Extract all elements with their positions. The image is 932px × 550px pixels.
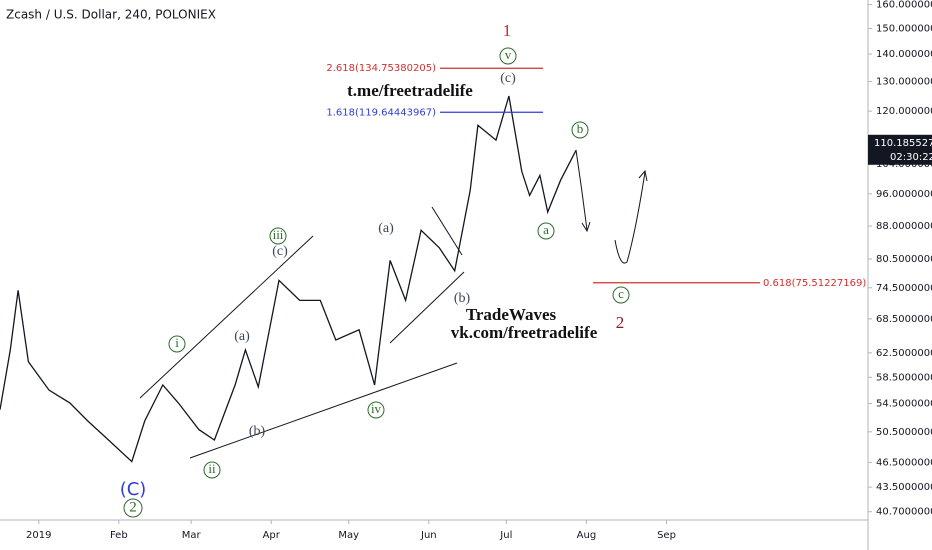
- y-tick-label: 68.50000000: [876, 314, 932, 325]
- fib-label: 1.618(119.64443967): [326, 107, 436, 118]
- trend-line: [189, 362, 458, 459]
- price-label: 110.18552785: [874, 138, 932, 149]
- brand: t.me/freetradelife: [347, 81, 473, 100]
- x-tick-label: Feb: [110, 530, 128, 541]
- wave-label: (b): [454, 291, 471, 306]
- y-tick-label: 74.50000000: [876, 283, 932, 294]
- wave-label: c: [618, 286, 624, 301]
- y-tick-label: 80.50000000: [876, 254, 932, 265]
- x-tick-label: May: [338, 530, 359, 541]
- y-tick-label: 140.00000000: [876, 49, 932, 60]
- wave-label: (c): [500, 71, 516, 86]
- y-tick-label: 46.50000000: [876, 457, 932, 468]
- projection: [575, 149, 591, 233]
- wave-circle: [571, 121, 589, 139]
- wave-circle: [269, 227, 287, 245]
- fib-label: 2.618(134.75380205): [326, 63, 436, 74]
- trend-line: [389, 271, 465, 344]
- x-tick-label: Jul: [499, 530, 512, 541]
- trend-line: [431, 206, 463, 256]
- y-tick-label: 62.50000000: [876, 348, 932, 359]
- price-line: [0, 95, 577, 463]
- wave-label: (b): [249, 424, 266, 439]
- chart-title: Zcash / U.S. Dollar, 240, POLONIEX: [6, 8, 216, 22]
- wave-label: 2: [129, 499, 137, 515]
- x-tick-label: Apr: [263, 530, 281, 541]
- x-tick-label: Jun: [420, 530, 437, 541]
- x-tick-label: Mar: [182, 530, 202, 541]
- x-tick-label: 2019: [26, 530, 51, 541]
- wave-label: 1: [503, 21, 512, 40]
- wave-circle: [537, 222, 555, 240]
- fib-label: 0.618(75.51227169): [763, 278, 866, 289]
- wave-circle: [499, 47, 517, 65]
- y-tick-label: 43.50000000: [876, 482, 932, 493]
- y-tick-label: 160.00000000: [876, 0, 932, 11]
- wave-label: (a): [234, 329, 250, 344]
- brand: TradeWaves: [466, 305, 557, 324]
- countdown: 02:30:22: [890, 152, 932, 163]
- y-tick-label: 96.00000000: [876, 189, 932, 200]
- brand: vk.com/freetradelife: [451, 323, 598, 342]
- y-tick-label: 40.70000000: [876, 507, 932, 518]
- wave-label: iii: [273, 227, 284, 242]
- wave-label: b: [577, 121, 584, 136]
- wave-circle: [123, 498, 143, 518]
- wave-label: ii: [208, 461, 216, 476]
- y-tick-label: 50.50000000: [876, 427, 932, 438]
- wave-label: iv: [371, 401, 382, 416]
- wave-label: v: [505, 47, 512, 62]
- wave-label: a: [543, 222, 549, 237]
- y-tick-label: 88.00000000: [876, 221, 932, 232]
- wave-label: (c): [272, 244, 288, 259]
- projection: [614, 169, 648, 264]
- wave-circle: [367, 401, 385, 419]
- wave-label: (a): [378, 221, 394, 236]
- x-tick-label: Sep: [657, 530, 676, 541]
- wave-circle: [168, 335, 186, 353]
- x-tick-label: Aug: [577, 530, 597, 541]
- wave-label: (C): [120, 479, 147, 500]
- y-tick-label: 58.50000000: [876, 372, 932, 383]
- plot: [0, 95, 577, 463]
- wave-label: i: [175, 335, 179, 350]
- y-tick-label: 54.50000000: [876, 399, 932, 410]
- wave-circle: [612, 286, 630, 304]
- trend-line: [139, 235, 314, 399]
- y-tick-label: 130.00000000: [876, 77, 932, 88]
- wave-label: 2: [616, 313, 625, 332]
- wave-circle: [203, 461, 221, 479]
- price-box: [868, 134, 932, 165]
- y-tick-label: 150.00000000: [876, 24, 932, 35]
- y-tick-label: 120.00000000: [876, 106, 932, 117]
